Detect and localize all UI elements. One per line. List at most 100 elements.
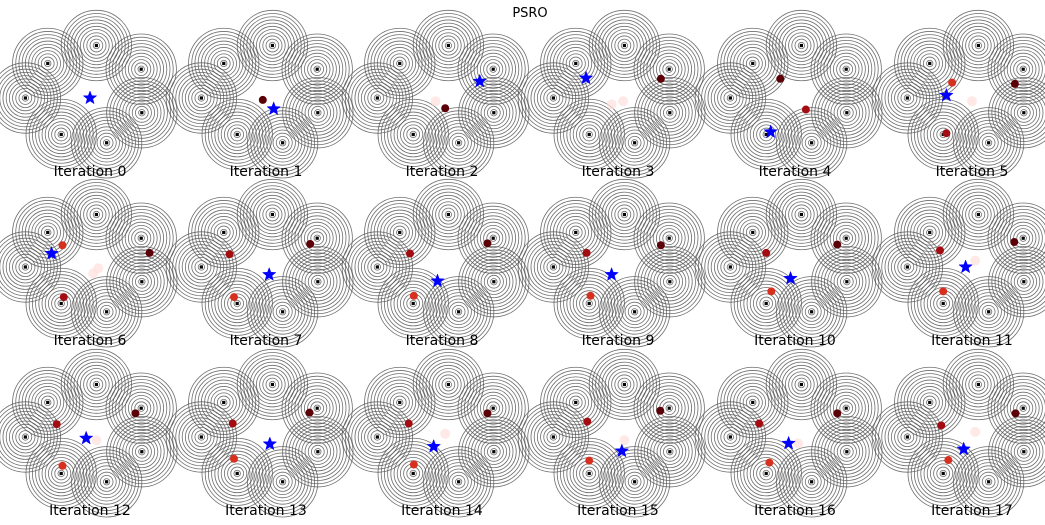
cluster-center-marker: [446, 212, 450, 217]
contour-ring: [798, 129, 825, 157]
contour-ring: [387, 277, 440, 330]
contour-ring: [483, 441, 504, 462]
contour-ring: [1001, 258, 1045, 305]
cluster-center-marker: [667, 236, 671, 240]
contour-ring: [44, 59, 52, 68]
contour-ring: [18, 260, 33, 274]
contour-ring: [2, 244, 49, 290]
contour-ring: [987, 33, 1045, 105]
population-point: [586, 291, 595, 300]
contour-ring: [903, 94, 911, 102]
contour-ring: [288, 379, 347, 438]
contour-ring: [38, 280, 85, 327]
contour-ring: [367, 88, 388, 109]
contour-ring: [35, 277, 88, 330]
contour-ring: [127, 55, 155, 83]
contour-ring: [294, 385, 341, 432]
contour-ring: [448, 132, 469, 153]
contour-ring: [41, 114, 81, 155]
contour-ring: [975, 468, 1002, 496]
contour-ring: [220, 398, 228, 407]
contour-cluster-lower-right: [599, 276, 671, 348]
contour-ring: [34, 50, 61, 77]
contour-ring: [80, 368, 113, 401]
contour-ring: [572, 398, 580, 407]
contour-ring: [455, 139, 463, 147]
contour-ring: [926, 398, 934, 407]
contour-ring: [178, 75, 225, 121]
contour-ring: [769, 182, 834, 247]
contour-ring: [344, 234, 410, 300]
star-marker: [604, 266, 619, 281]
contour-cluster-upper-left: [540, 196, 612, 269]
contour-ring: [71, 276, 143, 348]
contour-ring: [288, 208, 347, 268]
panel-label: Iteration 17: [931, 503, 1013, 519]
contour-ring: [969, 462, 1009, 502]
contour-ring: [653, 265, 687, 299]
contour-ring: [444, 380, 452, 389]
contour-ring: [131, 441, 152, 462]
contour-ring: [48, 121, 75, 148]
contour-ring: [211, 277, 264, 330]
contour-ring: [646, 215, 692, 262]
contour-ring: [618, 465, 652, 499]
contour-ring: [87, 292, 127, 332]
contour-ring: [962, 455, 1015, 508]
contour-ring: [178, 414, 225, 460]
contour-ring: [549, 37, 602, 90]
subplot-iteration-14: Iteration 14: [341, 348, 530, 519]
contour-ring: [300, 391, 334, 425]
cluster-center-marker: [315, 67, 319, 71]
contour-ring: [490, 109, 498, 117]
contour-ring: [118, 385, 164, 432]
contour-ring: [32, 444, 91, 503]
contour-ring: [34, 389, 61, 416]
contour-ring: [220, 228, 228, 237]
cluster-center-marker: [270, 212, 274, 217]
contour-ring: [77, 452, 136, 511]
contour-ring: [813, 205, 879, 271]
contour-ring: [922, 395, 937, 410]
contour-ring: [367, 256, 388, 277]
contour-ring: [965, 201, 992, 228]
contour-ring: [549, 376, 602, 429]
contour-ring: [565, 222, 586, 243]
contour-ring: [978, 132, 999, 153]
contour-ring: [37, 222, 58, 243]
contour-ring: [477, 265, 511, 299]
contour-ring: [565, 392, 586, 413]
contour-ring: [220, 59, 228, 68]
contour-ring: [745, 395, 760, 410]
contour-ring: [926, 59, 934, 68]
contour-ring: [197, 37, 250, 90]
contour-ring: [396, 287, 430, 320]
contour-ring: [556, 382, 596, 423]
contour-ring: [533, 247, 573, 287]
contour-ring: [804, 474, 819, 489]
contour-ring: [662, 62, 676, 76]
contour-cluster-lower-left: [907, 437, 979, 510]
contour-ring: [733, 212, 773, 253]
contour-ring: [284, 375, 350, 441]
contour-ring: [694, 231, 766, 303]
contour-ring: [435, 371, 462, 398]
cluster-center-marker: [1021, 236, 1025, 240]
cluster-center-marker: [622, 382, 626, 387]
contour-ring: [994, 252, 1045, 311]
contour-ring: [962, 285, 1015, 338]
contour-cluster-upper-right: [987, 372, 1045, 444]
cluster-center-marker: [976, 43, 980, 48]
contour-ring: [487, 105, 501, 120]
star-marker: [614, 443, 630, 458]
contour-ring: [585, 130, 593, 139]
contour-ring: [566, 280, 612, 327]
contour-ring: [975, 129, 1002, 157]
contour-ring: [92, 210, 101, 219]
contour-ring: [44, 457, 78, 490]
contour-ring: [256, 455, 309, 508]
contour-ring: [659, 102, 680, 123]
contour-ring: [900, 430, 915, 444]
contour-ring: [717, 253, 744, 281]
contour-ring: [1019, 234, 1027, 242]
